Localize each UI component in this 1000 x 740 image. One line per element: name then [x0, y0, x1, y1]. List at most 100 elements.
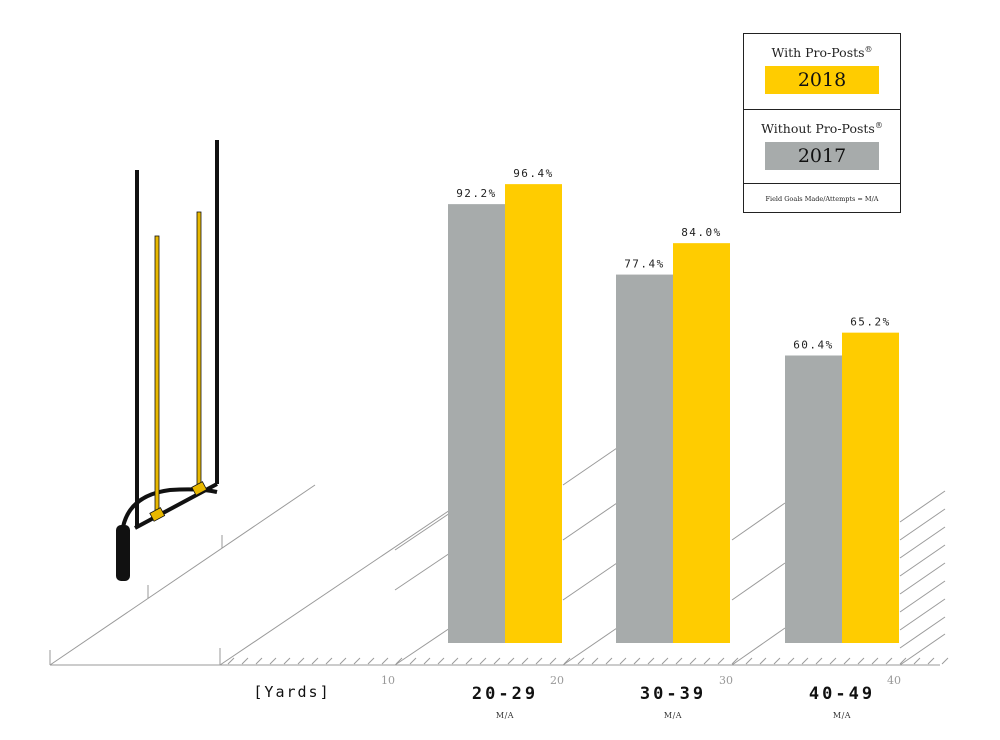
category-label: 20-29	[472, 684, 538, 704]
hash-mark	[801, 657, 809, 665]
legend-with-label: With Pro-Posts	[771, 45, 865, 61]
pro-post-right	[196, 211, 202, 493]
legend-with-title: With Pro-Posts®	[744, 34, 900, 60]
legend-swatch-2018: 2018	[765, 66, 879, 95]
hash-mark	[829, 657, 837, 665]
hash-mark	[731, 657, 739, 665]
yard-marker-label: 20	[550, 674, 564, 687]
bar-value-label: 96.4%	[513, 167, 554, 180]
hash-mark	[717, 657, 725, 665]
hash-mark	[661, 657, 669, 665]
bar-value-label: 77.4%	[624, 258, 665, 271]
hash-mark	[535, 657, 543, 665]
hash-mark	[409, 657, 417, 665]
legend: With Pro-Posts® 2018 Without Pro-Posts® …	[743, 33, 901, 213]
hash-mark	[745, 657, 753, 665]
hash-mark	[857, 657, 865, 665]
legend-swatch-2017: 2017	[765, 142, 879, 171]
hash-mark	[577, 657, 585, 665]
hash-mark	[675, 657, 683, 665]
bar-value-label: 65.2%	[850, 316, 891, 329]
category-sublabel: M/A	[496, 711, 514, 720]
hash-mark	[549, 657, 557, 665]
hash-mark	[759, 657, 767, 665]
legend-without-title: Without Pro-Posts®	[744, 110, 900, 136]
legend-with-section: With Pro-Posts® 2018	[744, 34, 900, 110]
hash-mark	[773, 657, 781, 665]
hash-mark	[227, 657, 235, 665]
hash-mark	[339, 657, 347, 665]
bars-group	[448, 184, 899, 644]
legend-without-label: Without Pro-Posts	[761, 121, 875, 137]
category-label: 30-39	[640, 684, 706, 704]
legend-without-section: Without Pro-Posts® 2017	[744, 110, 900, 184]
hash-mark	[941, 657, 949, 665]
hash-mark	[423, 657, 431, 665]
hash-mark	[899, 657, 907, 665]
category-sublabel: M/A	[664, 711, 682, 720]
hash-mark	[311, 657, 319, 665]
hash-mark	[591, 657, 599, 665]
yard-marker-label: 10	[381, 674, 395, 687]
category-sublabel: M/A	[833, 711, 851, 720]
hash-mark	[563, 657, 571, 665]
hash-mark	[619, 657, 627, 665]
hash-mark	[787, 657, 795, 665]
pro-post-clamp-right	[191, 481, 208, 496]
hash-mark	[325, 657, 333, 665]
hash-mark	[395, 657, 403, 665]
hash-mark	[297, 657, 305, 665]
hash-mark	[493, 657, 501, 665]
bar-value-label: 92.2%	[456, 187, 497, 200]
bar-2018-20-29	[505, 184, 562, 644]
hash-mark	[479, 657, 487, 665]
hash-mark	[241, 657, 249, 665]
pro-post-left	[154, 235, 160, 517]
bar-2017-20-29	[448, 204, 505, 644]
football-field-lines	[49, 447, 946, 666]
legend-note: Field Goals Made/Attempts = M/A	[765, 195, 879, 203]
hash-mark	[367, 657, 375, 665]
goal-post-base	[116, 525, 130, 581]
hash-mark	[843, 657, 851, 665]
pro-post-clamp-left	[149, 507, 166, 522]
hash-mark	[465, 657, 473, 665]
yard-hash-marks	[227, 657, 949, 665]
hash-mark	[255, 657, 263, 665]
legend-with-registered-mark: ®	[864, 45, 873, 54]
category-label: 40-49	[809, 684, 875, 704]
bar-value-labels: 92.2% 96.4% 77.4% 84.0% 60.4% 65.2%	[456, 167, 891, 351]
bar-value-label: 60.4%	[793, 338, 834, 351]
hash-mark	[927, 657, 935, 665]
bar-value-label: 84.0%	[681, 226, 722, 239]
hash-mark	[815, 657, 823, 665]
bar-2018-30-39	[673, 243, 730, 643]
hash-mark	[913, 657, 921, 665]
hash-mark	[451, 657, 459, 665]
category-labels: 20-29 M/A 30-39 M/A 40-49 M/A	[472, 684, 875, 720]
hash-mark	[885, 657, 893, 665]
hash-mark	[283, 657, 291, 665]
goal-post-illustration	[116, 140, 219, 581]
hash-mark	[689, 657, 697, 665]
hash-mark	[521, 657, 529, 665]
bar-2017-40-49	[785, 355, 842, 643]
hash-mark	[353, 657, 361, 665]
hash-mark	[871, 657, 879, 665]
hash-mark	[605, 657, 613, 665]
yard-marker-labels: 10 20 30 40	[381, 674, 901, 687]
x-axis-title: [Yards]	[253, 683, 330, 701]
hash-mark	[437, 657, 445, 665]
hash-mark	[647, 657, 655, 665]
hash-mark	[269, 657, 277, 665]
bar-2017-30-39	[616, 274, 673, 643]
yard-marker-label: 40	[887, 674, 901, 687]
legend-without-registered-mark: ®	[874, 121, 883, 130]
hash-mark	[507, 657, 515, 665]
bar-2018-40-49	[842, 332, 899, 643]
legend-note-section: Field Goals Made/Attempts = M/A	[744, 184, 900, 212]
hash-mark	[703, 657, 711, 665]
hash-mark	[633, 657, 641, 665]
hash-mark	[381, 657, 389, 665]
